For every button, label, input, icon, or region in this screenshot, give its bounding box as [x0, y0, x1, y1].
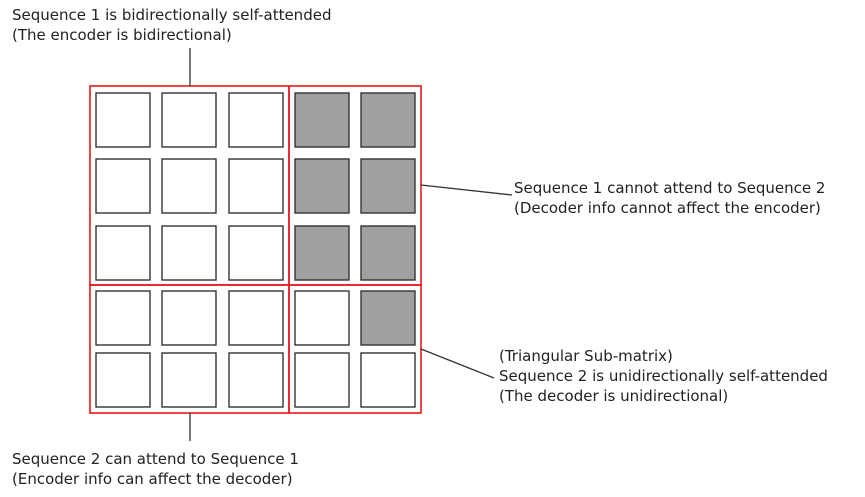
attend-cell [161, 158, 217, 214]
annotation-line: Sequence 2 is unidirectionally self-atte… [499, 367, 828, 385]
masked-cell [294, 225, 350, 281]
masked-cell [360, 158, 416, 214]
annotation-seq1-bidirectional: Sequence 1 is bidirectionally self-atten… [12, 5, 331, 45]
cell-grid [95, 92, 416, 408]
attend-cell [95, 225, 151, 281]
annotation-line: Sequence 1 cannot attend to Sequence 2 [514, 179, 826, 197]
attend-cell [95, 290, 151, 346]
attend-cell [228, 352, 284, 408]
attend-cell [228, 225, 284, 281]
attend-cell [95, 92, 151, 148]
attend-cell [294, 352, 350, 408]
masked-cell [360, 92, 416, 148]
annotation-line: (Encoder info can affect the decoder) [12, 470, 293, 488]
masked-cell [360, 290, 416, 346]
attend-cell [161, 92, 217, 148]
annotation-line: Sequence 2 can attend to Sequence 1 [12, 450, 299, 468]
annotation-triangular-submatrix: (Triangular Sub-matrix) Sequence 2 is un… [499, 346, 828, 406]
masked-cell [360, 225, 416, 281]
leader-lines [189, 48, 513, 441]
annotation-line: (Decoder info cannot affect the encoder) [514, 199, 821, 217]
attend-cell [360, 352, 416, 408]
attend-cell [161, 290, 217, 346]
leader-line-right-bottom [420, 348, 495, 379]
annotation-seq2-can-attend: Sequence 2 can attend to Sequence 1 (Enc… [12, 449, 299, 489]
attend-cell [228, 290, 284, 346]
annotation-line: (The encoder is bidirectional) [12, 26, 232, 44]
masked-cell [294, 158, 350, 214]
attend-cell [228, 92, 284, 148]
leader-line-right-top [420, 184, 513, 196]
attend-cell [161, 225, 217, 281]
attend-cell [228, 158, 284, 214]
attend-cell [294, 290, 350, 346]
annotation-seq1-cannot-attend: Sequence 1 cannot attend to Sequence 2 (… [514, 178, 825, 218]
annotation-line: (The decoder is unidirectional) [499, 387, 729, 405]
annotation-line: (Triangular Sub-matrix) [499, 347, 673, 365]
attend-cell [161, 352, 217, 408]
attend-cell [95, 352, 151, 408]
annotation-line: Sequence 1 is bidirectionally self-atten… [12, 6, 332, 24]
attend-cell [95, 158, 151, 214]
masked-cell [294, 92, 350, 148]
